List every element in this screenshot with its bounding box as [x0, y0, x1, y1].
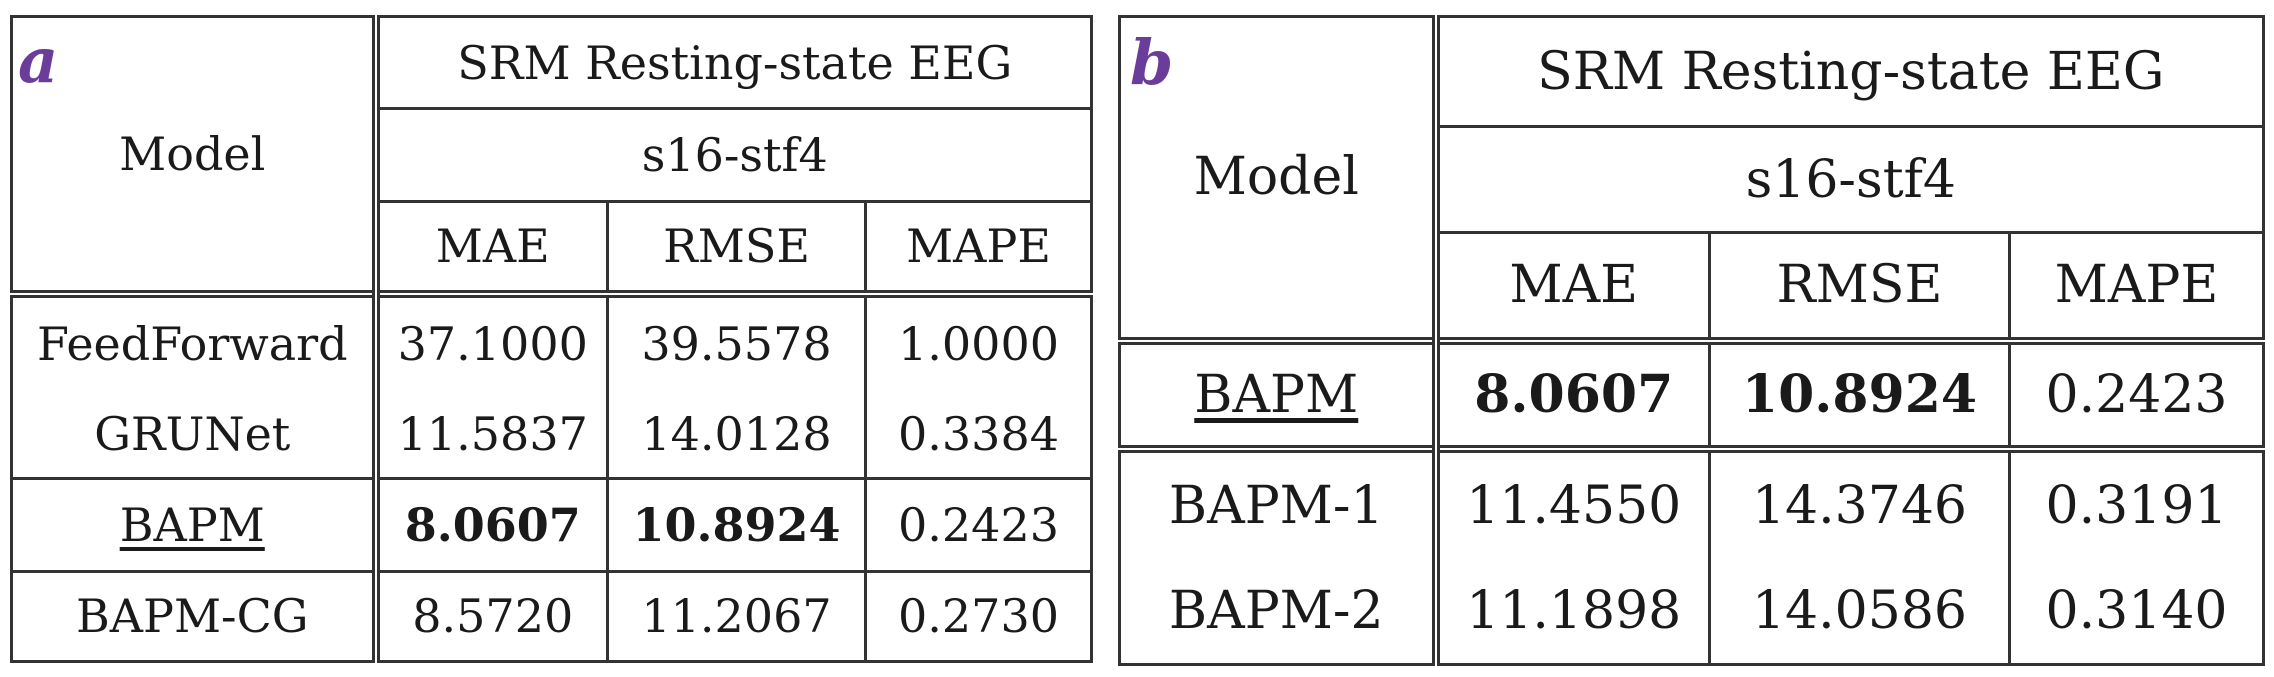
panel-label-a: a [18, 24, 59, 97]
model-name-underlined: BAPM [119, 497, 265, 552]
mae-value: 8.0607 [371, 477, 608, 572]
table-row: BAPM 8.0607 10.8924 0.2423 [1119, 336, 2264, 449]
dataset-header: SRM Resting-state EEG [1431, 16, 2264, 127]
table-row: BAPM 8.0607 10.8924 0.2423 [11, 477, 1092, 572]
mape-value: 0.3140 [2007, 558, 2264, 665]
model-name: FeedForward [11, 289, 376, 391]
model-name: GRUNet [94, 406, 291, 461]
model-name: BAPM-CG [11, 569, 376, 662]
mape-value: 1.0000 [863, 289, 1092, 391]
results-table-a: Model SRM Resting-state EEG s16-stf4 MAE… [10, 15, 1094, 663]
rmse-value: 10.8924 [1708, 336, 2010, 449]
mape-value: 0.2423 [863, 477, 1092, 572]
model-column-header: Model [1193, 147, 1359, 208]
mape-value: 0.2423 [2007, 336, 2264, 449]
rmse-value: 39.5578 [606, 289, 866, 391]
table-row: BAPM-CG 8.5720 11.2067 0.2730 [11, 569, 1092, 662]
model-name: BAPM-1 [1119, 444, 1436, 559]
rmse-value: 10.8924 [606, 477, 866, 572]
subset-header: s16-stf4 [1431, 125, 2264, 233]
table-row: GRUNet 11.5837 14.0128 0.3384 [12, 390, 1092, 479]
metric-header-mape: MAPE [2007, 231, 2264, 341]
rmse-value: 14.3746 [1708, 444, 2010, 559]
results-table-b: Model SRM Resting-state EEG s16-stf4 MAE… [1118, 15, 2266, 666]
model-name: BAPM [1119, 336, 1436, 449]
model-name-underlined: BAPM [1194, 364, 1359, 425]
metric-header-mae: MAE [1431, 231, 1710, 341]
rmse-value: 14.0586 [1708, 558, 2010, 665]
model-name: BAPM [11, 477, 376, 572]
mape-value: 0.2730 [863, 569, 1092, 662]
mae-value: 8.5720 [371, 569, 608, 662]
mape-value: 0.3191 [2007, 444, 2264, 559]
dataset-header: SRM Resting-state EEG [371, 16, 1092, 109]
metric-header-rmse: RMSE [606, 199, 866, 294]
table-row: BAPM-1 11.4550 14.3746 0.3191 [1119, 444, 2264, 559]
mae-value: 37.1000 [371, 289, 608, 391]
panel-label-b: b [1130, 26, 1174, 99]
model-column-header: Model [119, 126, 266, 181]
metric-header-mae: MAE [371, 199, 608, 294]
mae-value: 8.0607 [1431, 336, 1710, 449]
subset-header: s16-stf4 [371, 107, 1092, 202]
rmse-value: 11.2067 [606, 569, 866, 662]
mape-value: 0.3384 [863, 390, 1092, 479]
mae-value: 11.4550 [1431, 444, 1710, 559]
metric-header-rmse: RMSE [1708, 231, 2010, 341]
rmse-value: 14.0128 [606, 390, 866, 479]
mae-value: 11.5837 [371, 390, 608, 479]
table-row: BAPM-2 11.1898 14.0586 0.3140 [1120, 558, 2264, 665]
table-row: FeedForward 37.1000 39.5578 1.0000 [11, 289, 1092, 391]
mae-value: 11.1898 [1431, 558, 1710, 665]
metric-header-mape: MAPE [863, 199, 1092, 294]
model-name: BAPM-2 [1168, 580, 1384, 641]
